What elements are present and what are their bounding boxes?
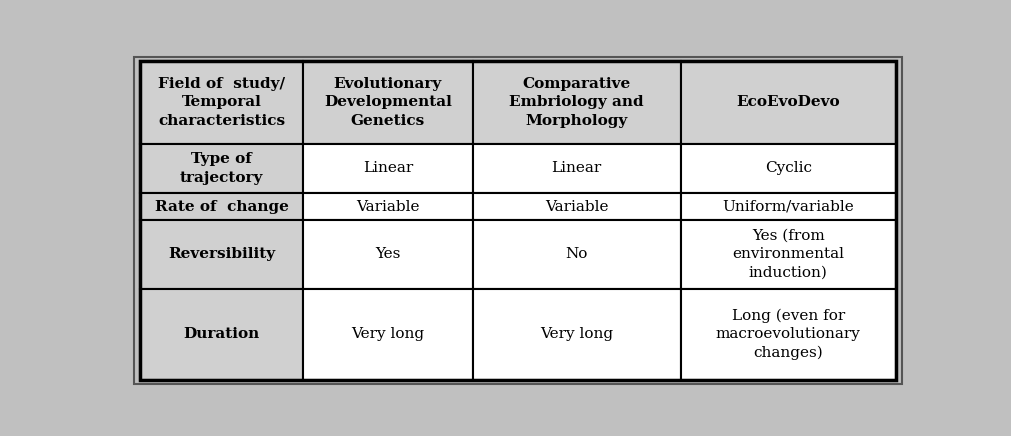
- Bar: [141, 61, 303, 143]
- Text: Rate of  change: Rate of change: [155, 200, 288, 214]
- Text: EcoEvoDevo: EcoEvoDevo: [736, 95, 840, 109]
- Bar: [141, 289, 303, 380]
- Text: No: No: [565, 248, 587, 262]
- Text: Field of  study/
Temporal
characteristics: Field of study/ Temporal characteristics: [158, 77, 285, 128]
- Text: Linear: Linear: [552, 161, 602, 175]
- Bar: [141, 220, 303, 289]
- Bar: [303, 220, 473, 289]
- Bar: [680, 193, 896, 220]
- Text: Evolutionary
Developmental
Genetics: Evolutionary Developmental Genetics: [324, 77, 452, 128]
- Bar: [473, 289, 680, 380]
- Bar: [303, 61, 473, 143]
- Bar: [303, 289, 473, 380]
- Text: Duration: Duration: [184, 327, 260, 341]
- Bar: [303, 193, 473, 220]
- Text: Cyclic: Cyclic: [764, 161, 812, 175]
- Bar: [303, 143, 473, 193]
- Text: Yes (from
environmental
induction): Yes (from environmental induction): [732, 229, 844, 280]
- Text: Reversibility: Reversibility: [168, 248, 275, 262]
- Text: Long (even for
macroevolutionary
changes): Long (even for macroevolutionary changes…: [716, 308, 860, 360]
- Text: Very long: Very long: [351, 327, 425, 341]
- Bar: [473, 143, 680, 193]
- Text: Comparative
Embriology and
Morphology: Comparative Embriology and Morphology: [510, 77, 644, 128]
- Bar: [473, 220, 680, 289]
- Bar: [141, 143, 303, 193]
- Bar: [141, 193, 303, 220]
- Text: Linear: Linear: [363, 161, 412, 175]
- Text: Type of
trajectory: Type of trajectory: [180, 152, 263, 184]
- Bar: [680, 143, 896, 193]
- Text: Uniform/variable: Uniform/variable: [722, 200, 854, 214]
- Bar: [473, 193, 680, 220]
- Text: Variable: Variable: [545, 200, 609, 214]
- Text: Variable: Variable: [356, 200, 420, 214]
- Bar: [473, 61, 680, 143]
- Text: Yes: Yes: [375, 248, 400, 262]
- Text: Very long: Very long: [540, 327, 614, 341]
- Bar: [680, 61, 896, 143]
- Bar: [680, 220, 896, 289]
- Bar: [680, 289, 896, 380]
